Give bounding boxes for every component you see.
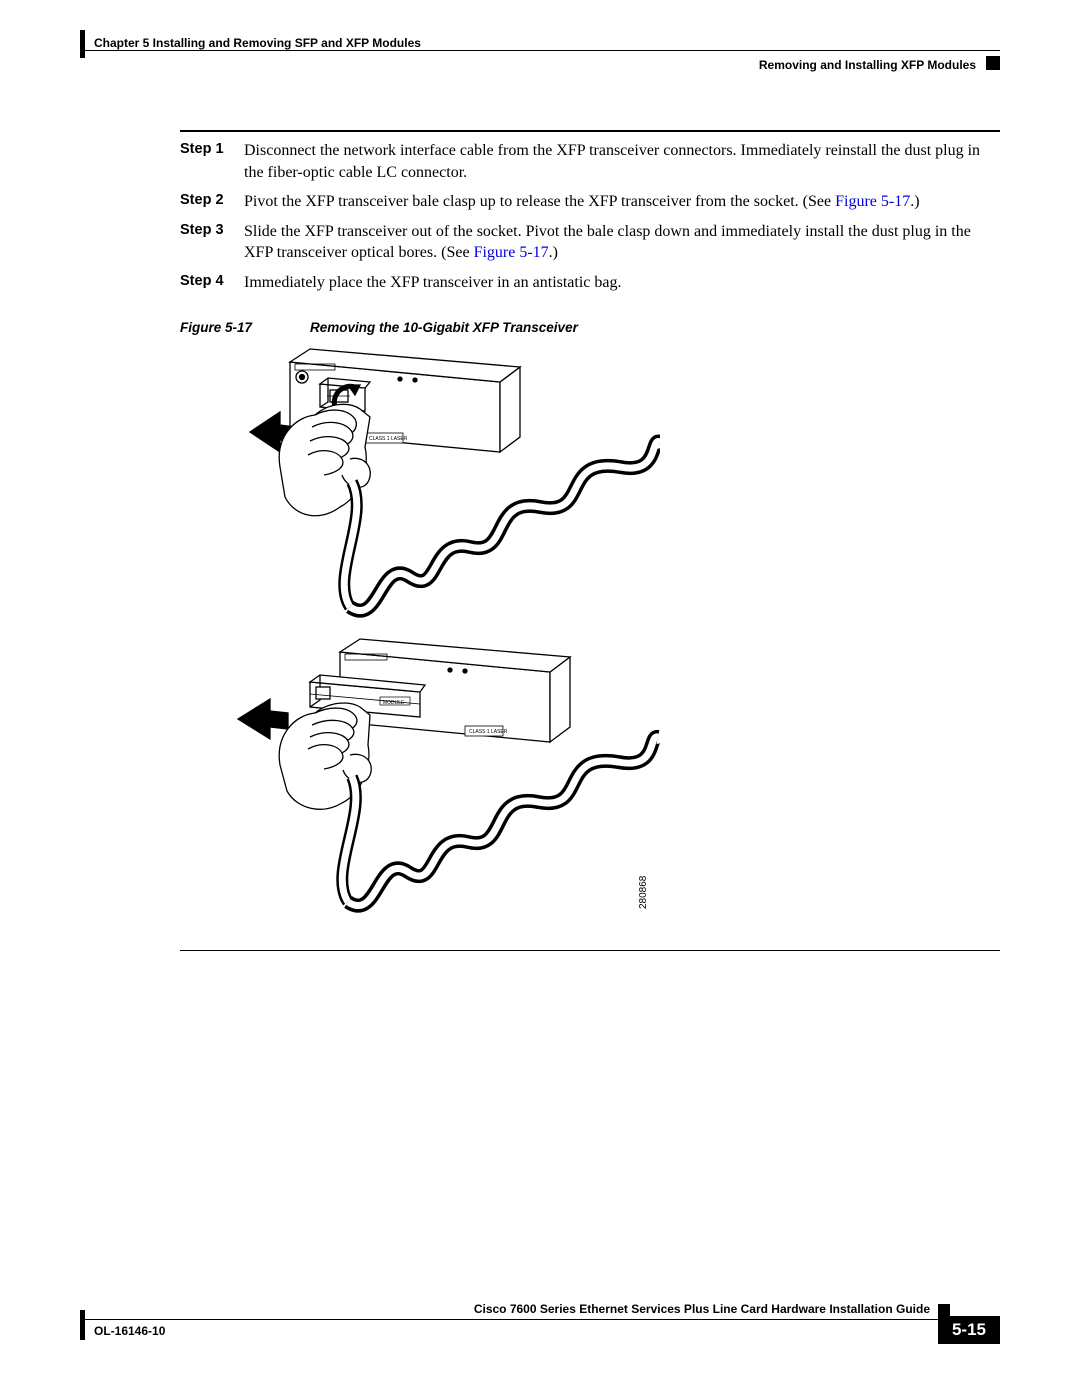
image-id-label: 280868 bbox=[638, 875, 649, 909]
doc-id: OL-16146-10 bbox=[94, 1324, 165, 1338]
xfp-removal-illustration-icon: CLASS 1 LASER bbox=[220, 347, 660, 937]
step-label: Step 2 bbox=[180, 191, 244, 213]
step-text-pre: Slide the XFP transceiver out of the soc… bbox=[244, 223, 971, 262]
step-row: Step 3 Slide the XFP transceiver out of … bbox=[180, 221, 1000, 264]
section-header: Removing and Installing XFP Modules bbox=[759, 58, 976, 72]
figure-number: Figure 5-17 bbox=[180, 320, 310, 335]
header-crop-mark bbox=[80, 30, 85, 58]
step-text: Immediately place the XFP transceiver in… bbox=[244, 272, 1000, 294]
step-label: Step 4 bbox=[180, 272, 244, 294]
svg-text:MODULE: MODULE bbox=[383, 700, 405, 706]
step-text-post: .) bbox=[910, 193, 919, 210]
page: Chapter 5 Installing and Removing SFP an… bbox=[80, 30, 1000, 1350]
step-text-pre: Immediately place the XFP transceiver in… bbox=[244, 274, 622, 291]
page-number: 5-15 bbox=[938, 1316, 1000, 1344]
step-text-pre: Disconnect the network interface cable f… bbox=[244, 142, 980, 181]
step-row: Step 4 Immediately place the XFP transce… bbox=[180, 272, 1000, 294]
figure-link[interactable]: Figure 5-17 bbox=[474, 244, 549, 261]
figure-caption: Figure 5-17 Removing the 10-Gigabit XFP … bbox=[180, 320, 1000, 335]
content-area: Step 1 Disconnect the network interface … bbox=[180, 130, 1000, 951]
step-text-post: .) bbox=[549, 244, 558, 261]
step-row: Step 2 Pivot the XFP transceiver bale cl… bbox=[180, 191, 1000, 213]
step-text: Disconnect the network interface cable f… bbox=[244, 140, 1000, 183]
step-text: Pivot the XFP transceiver bale clasp up … bbox=[244, 191, 1000, 213]
step-label: Step 3 bbox=[180, 221, 244, 264]
footer-square-icon bbox=[938, 1304, 950, 1316]
content-bottom-rule bbox=[180, 950, 1000, 951]
chapter-header: Chapter 5 Installing and Removing SFP an… bbox=[94, 36, 421, 50]
svg-text:CLASS 1 LASER: CLASS 1 LASER bbox=[369, 436, 408, 442]
header-rule bbox=[80, 50, 1000, 51]
header-square-icon bbox=[986, 56, 1000, 70]
footer-guide-title: Cisco 7600 Series Ethernet Services Plus… bbox=[474, 1302, 930, 1316]
step-row: Step 1 Disconnect the network interface … bbox=[180, 140, 1000, 183]
step-label: Step 1 bbox=[180, 140, 244, 183]
figure-link[interactable]: Figure 5-17 bbox=[835, 193, 910, 210]
footer-rule bbox=[80, 1319, 1000, 1320]
figure-image: CLASS 1 LASER bbox=[180, 347, 1000, 942]
footer-crop-mark bbox=[80, 1310, 85, 1340]
steps-list: Step 1 Disconnect the network interface … bbox=[180, 140, 1000, 294]
figure-title: Removing the 10-Gigabit XFP Transceiver bbox=[310, 320, 578, 335]
step-text-pre: Pivot the XFP transceiver bale clasp up … bbox=[244, 193, 835, 210]
step-text: Slide the XFP transceiver out of the soc… bbox=[244, 221, 1000, 264]
svg-text:CLASS 1 LASER: CLASS 1 LASER bbox=[469, 729, 508, 735]
content-top-rule bbox=[180, 130, 1000, 132]
